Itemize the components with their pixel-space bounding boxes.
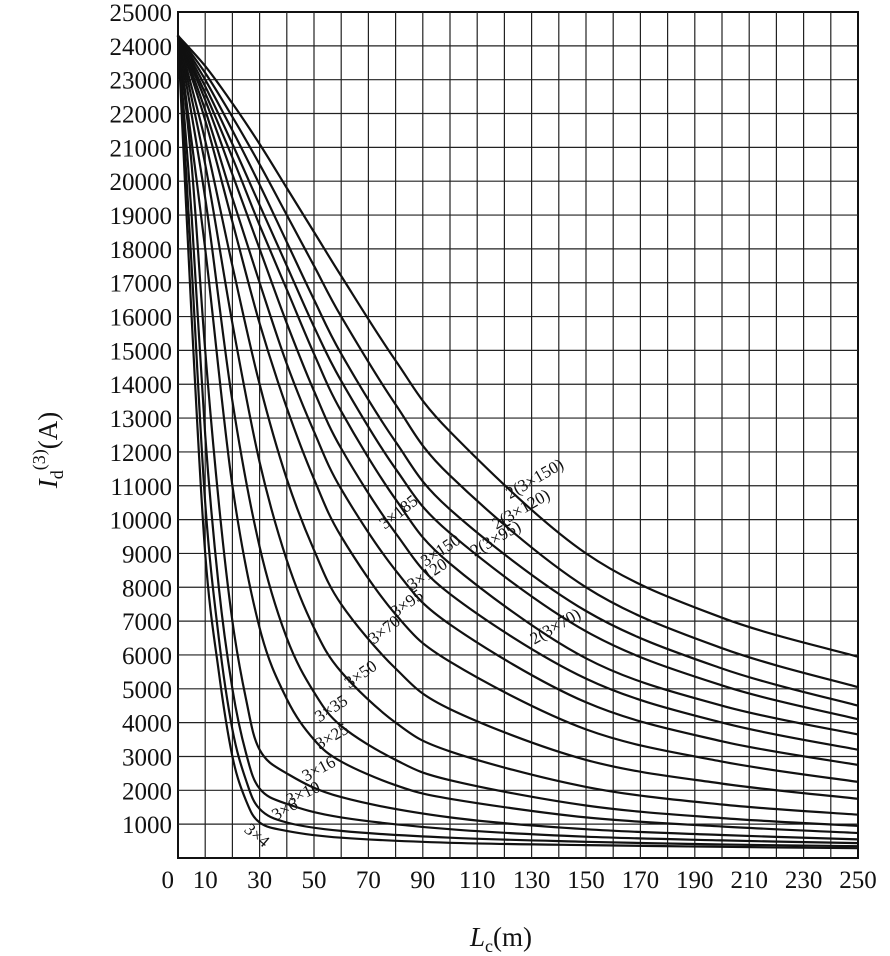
series-curve	[177, 35, 859, 721]
y-tick-label: 8000	[122, 575, 172, 602]
x-tick-label: 50	[302, 867, 327, 894]
x-axis-unit: (m)	[493, 922, 533, 952]
y-axis-unit: (A)	[33, 411, 63, 450]
x-tick-label: 30	[247, 867, 272, 894]
y-tick-label: 5000	[122, 677, 172, 704]
series-curve	[176, 35, 859, 766]
y-tick-label: 23000	[110, 68, 173, 95]
y-axis-symbol: I	[33, 479, 63, 489]
series-curve	[176, 35, 859, 845]
series-curve	[176, 35, 859, 816]
y-tick-label: 7000	[122, 609, 172, 636]
x-axis-symbol: L	[470, 922, 486, 952]
y-tick-label: 13000	[110, 406, 173, 433]
series-curve	[177, 35, 859, 707]
x-tick-label: 70	[356, 867, 381, 894]
series-curve	[176, 35, 859, 848]
series-curve	[176, 35, 859, 783]
series-curve	[176, 35, 859, 751]
series-curve	[176, 35, 859, 800]
series-curve	[176, 35, 859, 835]
y-axis-superscript: (3)	[29, 449, 49, 471]
y-tick-label: 2000	[122, 778, 172, 805]
x-axis-subscript: c	[485, 936, 494, 956]
y-tick-label: 11000	[110, 474, 172, 501]
y-tick-label: 4000	[122, 711, 172, 738]
x-tick-label: 90	[410, 867, 435, 894]
series-curve	[176, 35, 859, 850]
y-tick-label: 3000	[122, 744, 172, 771]
y-tick-label: 16000	[110, 305, 173, 332]
y-tick-label: 25000	[110, 0, 173, 27]
x-tick-label: 210	[730, 867, 768, 894]
curve-label: 3×50	[341, 656, 381, 692]
y-tick-label: 1000	[122, 812, 172, 839]
x-tick-label: 130	[513, 867, 551, 894]
y-tick-label: 20000	[110, 169, 173, 196]
series-curve	[177, 34, 859, 658]
curve-label: 3×25	[312, 719, 352, 753]
y-tick-label: 6000	[122, 643, 172, 670]
curve-label: 3×10	[283, 777, 323, 809]
x-tick-label: 10	[193, 867, 218, 894]
series-curve	[176, 35, 859, 841]
x-tick-label: 170	[622, 867, 660, 894]
x-tick-label: 110	[459, 867, 496, 894]
x-tick-label: 250	[839, 867, 877, 894]
curve-label: 3×95	[387, 585, 427, 621]
y-tick-label: 21000	[110, 135, 173, 162]
x-axis-title: Lc(m)	[470, 922, 533, 956]
y-tick-label: 24000	[110, 34, 173, 61]
y-tick-label: 19000	[110, 203, 173, 230]
series-curve	[176, 35, 859, 827]
series-curve	[177, 35, 859, 689]
x-tick-label: 0	[162, 867, 175, 894]
y-tick-label: 17000	[110, 271, 173, 298]
y-tick-label: 18000	[110, 237, 173, 264]
x-tick-label: 150	[567, 867, 605, 894]
x-tick-label: 190	[676, 867, 714, 894]
y-axis-title: Id(3)(A)	[29, 411, 67, 489]
y-tick-label: 9000	[122, 541, 172, 568]
x-tick-label: 230	[785, 867, 823, 894]
y-tick-label: 10000	[110, 508, 173, 535]
y-tick-label: 14000	[110, 372, 173, 399]
plot-frame	[177, 11, 859, 859]
y-tick-label: 15000	[110, 338, 173, 365]
y-tick-label: 22000	[110, 102, 173, 129]
y-tick-label: 12000	[110, 440, 173, 467]
series-curve	[177, 35, 859, 736]
y-axis-subscript: d	[47, 470, 67, 480]
